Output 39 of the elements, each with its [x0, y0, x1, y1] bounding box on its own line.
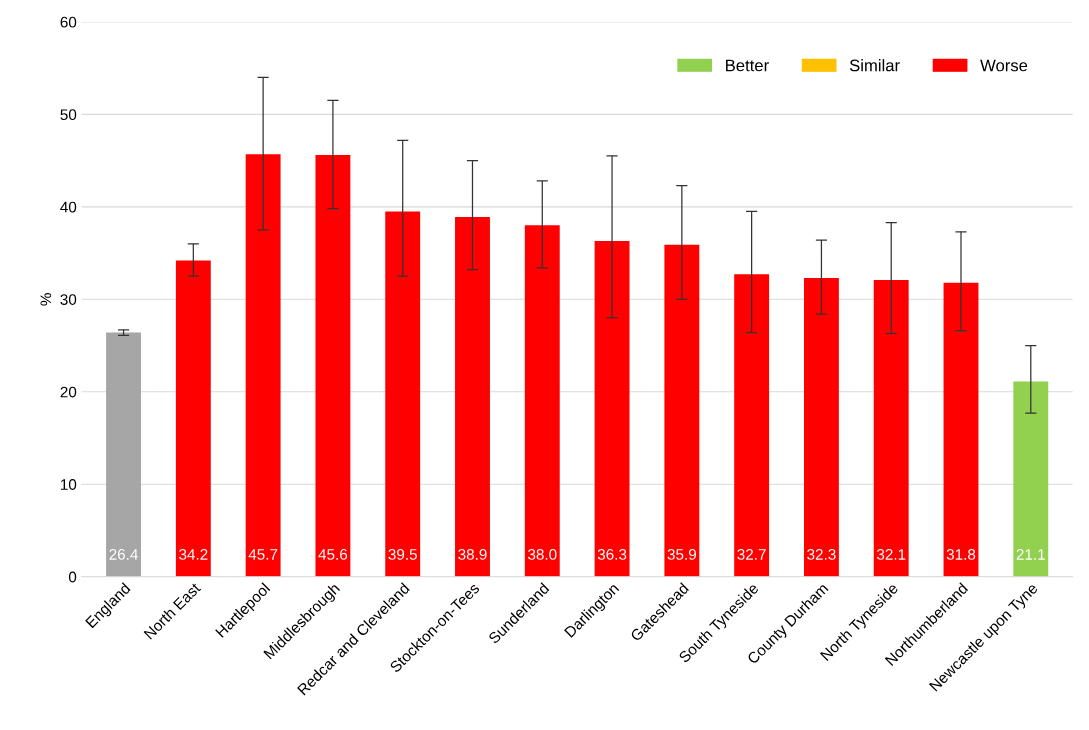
bar: [594, 241, 630, 577]
data-label: 35.9: [667, 548, 696, 560]
bar: [803, 278, 839, 577]
bar: [664, 244, 700, 577]
data-label: 38.0: [527, 548, 557, 560]
data-label: 36.3: [597, 548, 627, 560]
legend-label: Worse: [980, 59, 1028, 72]
data-label: 38.9: [458, 548, 487, 560]
y-tick-label: 10: [60, 479, 77, 490]
y-tick-label: 60: [60, 16, 77, 28]
bar: [455, 217, 490, 577]
bar: [315, 155, 351, 577]
data-label: 32.7: [737, 548, 766, 560]
data-label: 34.2: [179, 548, 208, 560]
bar: [524, 225, 560, 577]
bar: [245, 154, 281, 577]
bar: [873, 279, 909, 577]
data-label: 45.6: [318, 548, 348, 560]
bar: [734, 274, 770, 577]
data-label: 39.5: [388, 548, 417, 560]
data-label: 32.1: [876, 548, 906, 560]
bar: [385, 211, 421, 577]
bar: [175, 260, 211, 577]
data-label: 32.3: [807, 548, 836, 560]
data-label: 31.8: [946, 548, 976, 560]
y-axis-title: %: [40, 293, 52, 306]
y-tick-label: 20: [60, 386, 77, 398]
bar: [106, 332, 141, 577]
y-tick-label: 0: [68, 571, 77, 583]
bar: [1013, 381, 1049, 577]
y-tick-label: 40: [60, 201, 77, 213]
y-tick-label: 30: [60, 294, 77, 305]
legend-label: Similar: [849, 59, 900, 72]
data-label: 21.1: [1016, 548, 1045, 560]
bar: [943, 282, 979, 577]
data-label: 45.7: [248, 549, 278, 560]
legend-label: Better: [726, 59, 769, 72]
y-tick-label: 50: [60, 109, 77, 121]
data-label: 26.4: [109, 548, 138, 560]
